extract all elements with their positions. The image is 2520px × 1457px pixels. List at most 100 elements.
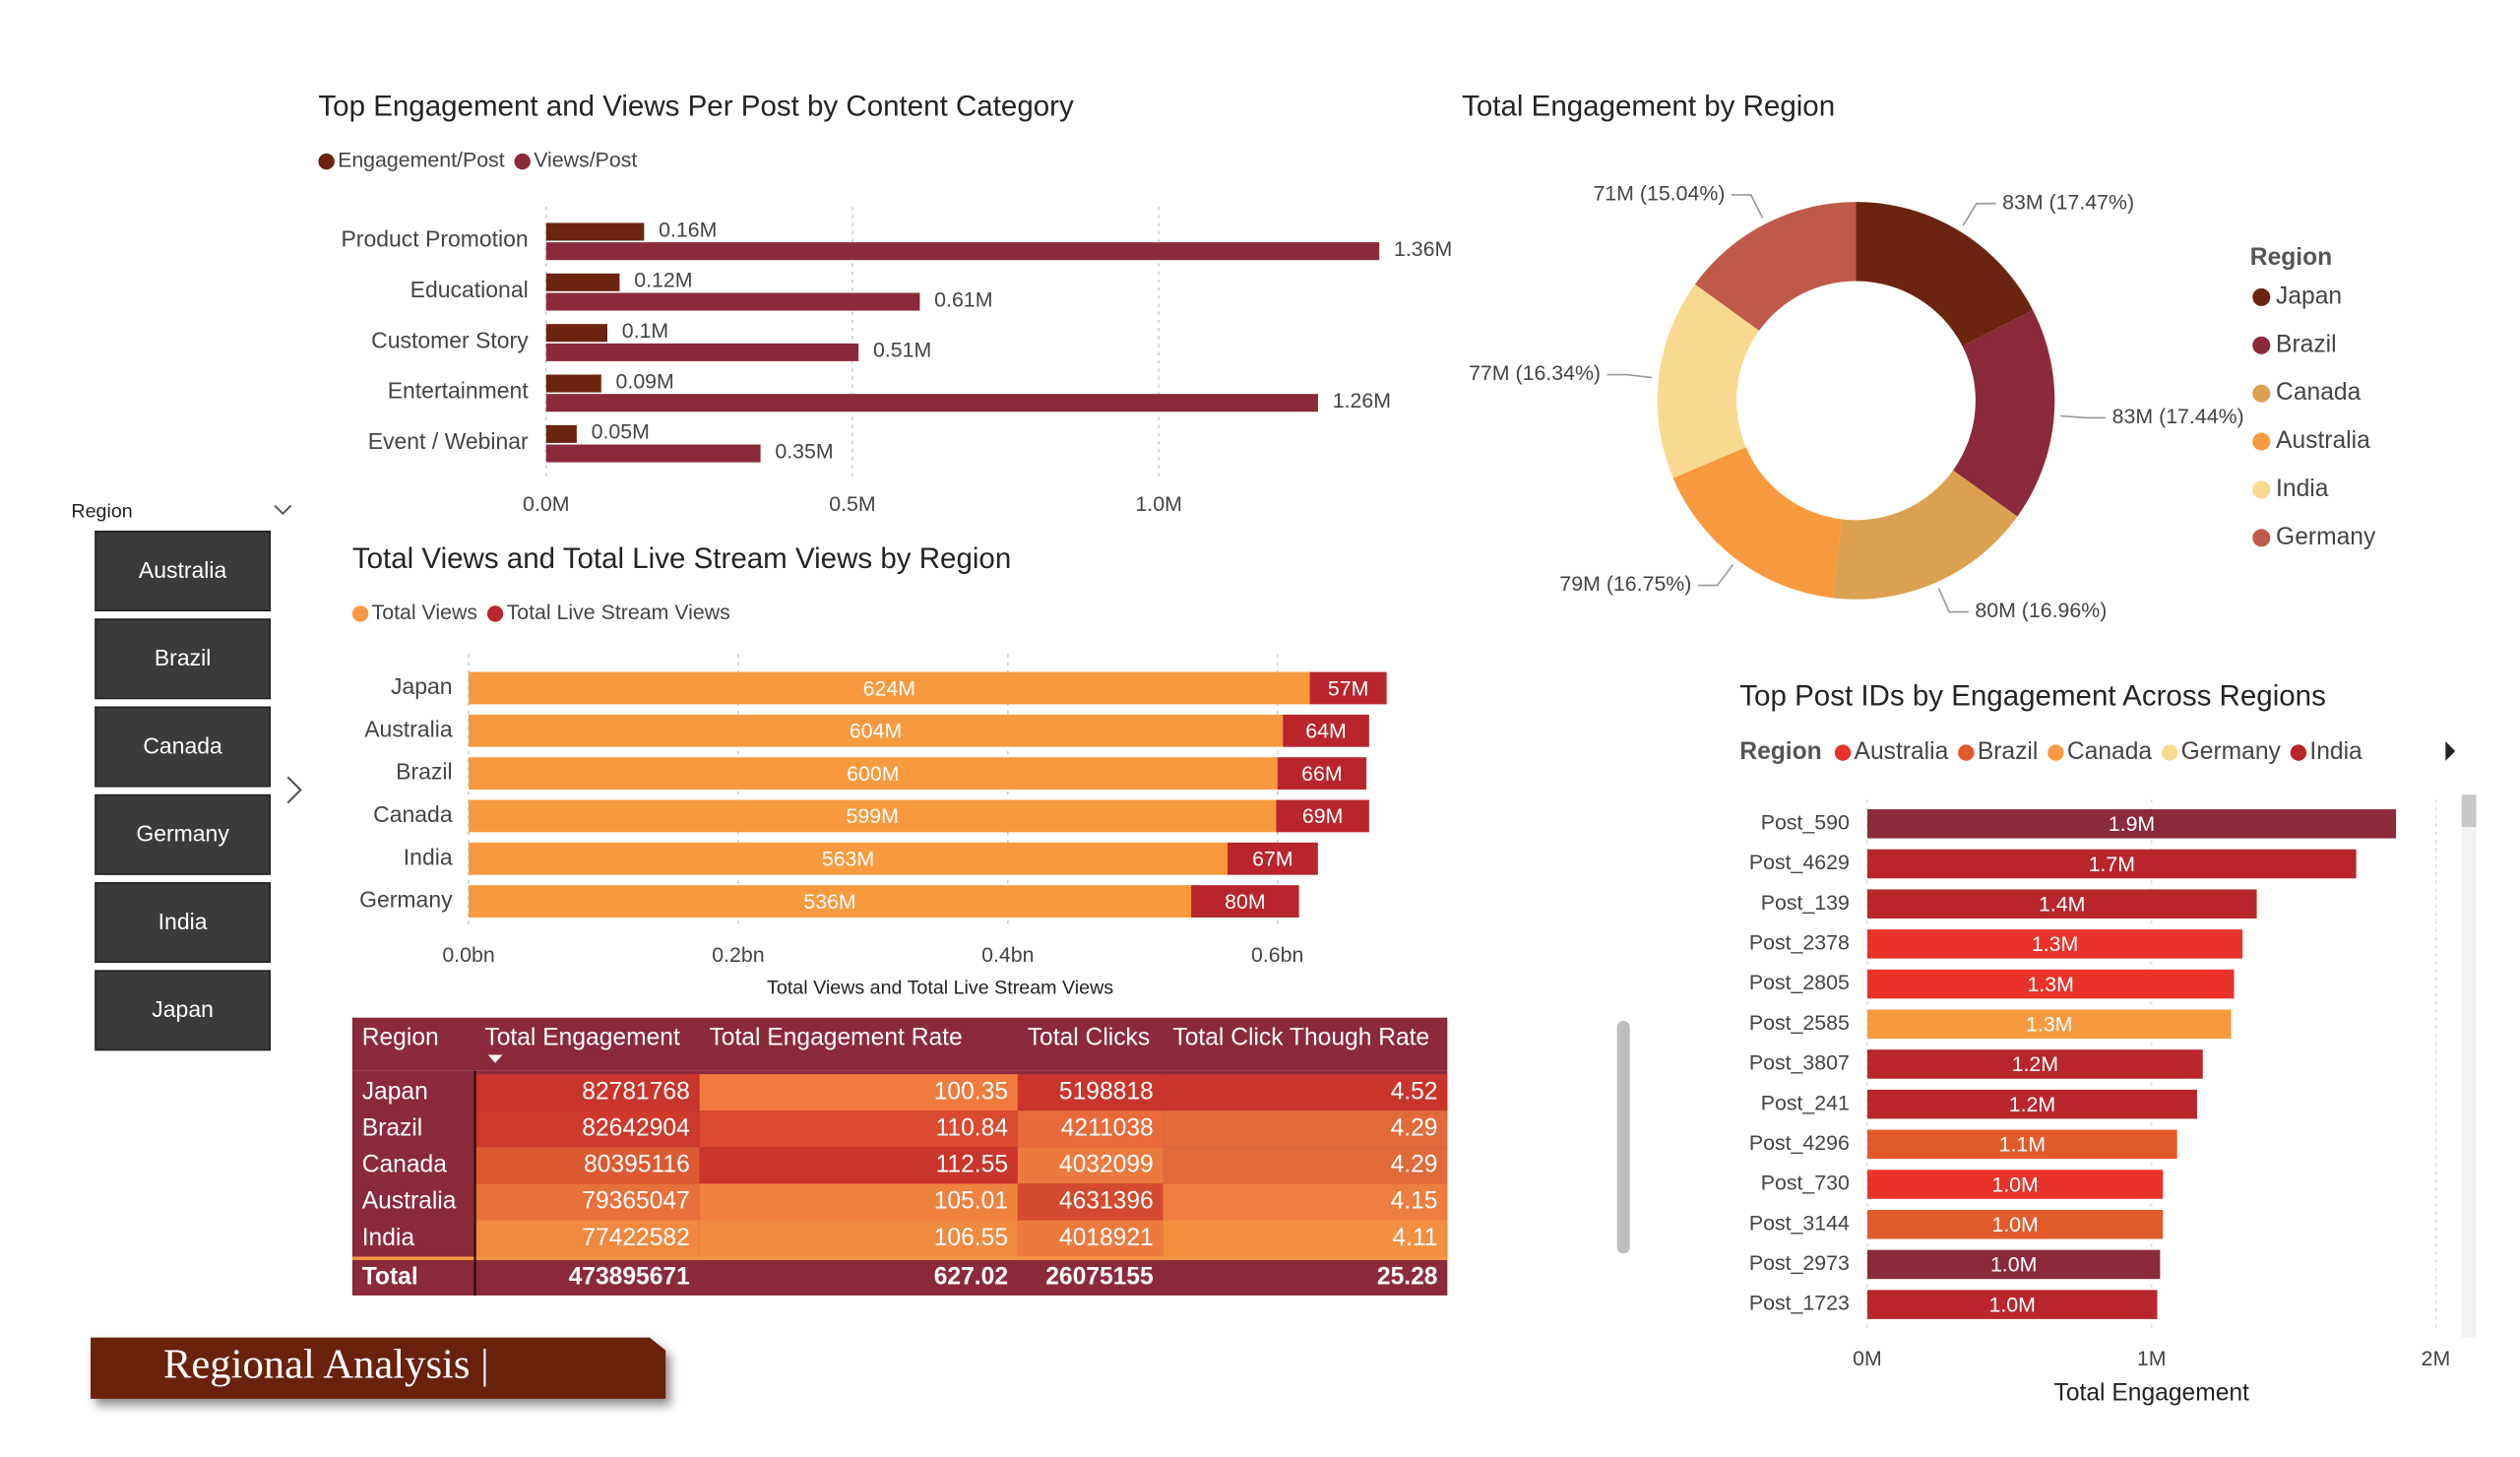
table-header-bg bbox=[351, 1017, 1448, 1071]
scrollbar[interactable] bbox=[1616, 1020, 1630, 1254]
table-cell-text: 105.01 bbox=[934, 1188, 1008, 1215]
legend-label: Brazil bbox=[1978, 738, 2039, 765]
data-label: 1.9M bbox=[2109, 812, 2155, 836]
legend-label: India bbox=[2276, 475, 2329, 502]
slicer-item[interactable]: Germany bbox=[136, 821, 229, 847]
leader-line bbox=[1937, 588, 1969, 613]
y-tick-label: Brazil bbox=[396, 759, 452, 785]
scroll-thumb[interactable] bbox=[2461, 794, 2477, 828]
data-label: 0.51M bbox=[873, 339, 931, 362]
table-cell bbox=[1017, 1147, 1164, 1184]
expand-arrow[interactable] bbox=[286, 776, 302, 804]
slicer-item[interactable]: Australia bbox=[139, 557, 227, 583]
table-cell bbox=[699, 1220, 1018, 1257]
bar-segment bbox=[469, 757, 1278, 791]
bar bbox=[545, 242, 1380, 261]
page-title: Regional Analysis | bbox=[163, 1342, 489, 1388]
table-cell-text: 4.15 bbox=[1391, 1188, 1438, 1215]
table-cell-text: 82781768 bbox=[582, 1079, 690, 1106]
donut-slice bbox=[1832, 470, 2018, 600]
slicer-item[interactable]: India bbox=[158, 909, 208, 934]
table-cell-text: 82642904 bbox=[582, 1115, 690, 1142]
table-total-text: 473895671 bbox=[569, 1263, 690, 1290]
slicer-button[interactable] bbox=[94, 618, 272, 700]
table-cell bbox=[1017, 1110, 1164, 1148]
legend-marker bbox=[2252, 432, 2271, 451]
data-label: 1.3M bbox=[2027, 973, 2073, 996]
legend-next[interactable] bbox=[2445, 741, 2456, 761]
data-label: 1.1M bbox=[1999, 1133, 2046, 1157]
bar bbox=[545, 444, 761, 463]
legend-label: Germany bbox=[2276, 524, 2376, 550]
data-label: 0.05M bbox=[592, 420, 650, 444]
slicer-item[interactable]: Brazil bbox=[155, 645, 211, 670]
page-banner: Regional Analysis | bbox=[91, 1337, 666, 1399]
y-tick-label: Educational bbox=[410, 277, 529, 302]
column-header[interactable]: Total Engagement Rate bbox=[709, 1025, 962, 1051]
table-cell-text: 4.29 bbox=[1391, 1152, 1438, 1178]
y-tick-label: Post_2973 bbox=[1749, 1251, 1850, 1275]
leader-line bbox=[1962, 202, 1996, 226]
table-cell-text: 4211038 bbox=[1061, 1115, 1154, 1142]
table-cell-text: 80395116 bbox=[584, 1152, 690, 1178]
table-cell bbox=[1163, 1220, 1448, 1257]
legend-marker bbox=[2290, 744, 2307, 761]
bar-segment bbox=[1191, 885, 1299, 918]
table-cell-text: 77422582 bbox=[582, 1225, 690, 1251]
x-axis-label: Total Views and Total Live Stream Views bbox=[767, 977, 1113, 998]
slicer-dropdown[interactable] bbox=[274, 504, 292, 516]
data-label: 77M (16.34%) bbox=[1469, 361, 1601, 385]
slicer-item[interactable]: Canada bbox=[143, 732, 222, 758]
column-header[interactable]: Region bbox=[362, 1025, 439, 1051]
table-total-bg bbox=[351, 1259, 1448, 1296]
data-label: 1.36M bbox=[1394, 237, 1452, 261]
table-cell-text: 110.84 bbox=[936, 1115, 1008, 1142]
table-cell-text: India bbox=[362, 1225, 415, 1251]
bar-segment bbox=[469, 671, 1310, 705]
slicer-item[interactable]: Japan bbox=[152, 996, 214, 1022]
bar bbox=[545, 324, 608, 343]
data-label: 1.4M bbox=[2039, 892, 2085, 916]
bar bbox=[545, 394, 1318, 412]
scroll-track bbox=[2461, 794, 2477, 1338]
data-label: 1.26M bbox=[1333, 389, 1391, 412]
data-label: 0.1M bbox=[622, 319, 668, 343]
data-label: 1.2M bbox=[2012, 1052, 2058, 1076]
slicer-button[interactable] bbox=[94, 793, 272, 875]
y-tick-label: Germany bbox=[359, 887, 453, 913]
data-label: 83M (17.47%) bbox=[2002, 190, 2134, 214]
table-cell bbox=[474, 1220, 700, 1257]
table-cell-text: Brazil bbox=[362, 1115, 423, 1142]
donut-slice bbox=[1953, 309, 2055, 517]
table-cell bbox=[474, 1074, 700, 1111]
bar-segment bbox=[469, 885, 1192, 918]
leader-line bbox=[1606, 373, 1653, 379]
slicer-button[interactable] bbox=[94, 970, 272, 1051]
bar bbox=[1866, 1129, 2177, 1160]
y-tick-label: Event / Webinar bbox=[368, 428, 529, 454]
slicer-button[interactable] bbox=[94, 706, 272, 788]
data-label: 67M bbox=[1252, 848, 1293, 871]
x-tick-label: 0.0bn bbox=[442, 943, 494, 967]
table-cell bbox=[699, 1147, 1018, 1184]
table-cell-text: Japan bbox=[362, 1079, 428, 1106]
data-label: 83M (17.44%) bbox=[2112, 405, 2244, 428]
column-header[interactable]: Total Engagement bbox=[484, 1025, 680, 1051]
leader-line bbox=[1697, 564, 1734, 587]
data-label: 1.2M bbox=[2009, 1093, 2055, 1116]
table-cell-text: 4.11 bbox=[1392, 1225, 1437, 1251]
table-cell-text: 112.55 bbox=[936, 1152, 1008, 1178]
legend-marker bbox=[2161, 744, 2178, 761]
column-header[interactable]: Total Clicks bbox=[1028, 1025, 1150, 1051]
slicer-button[interactable] bbox=[94, 531, 272, 612]
legend-marker bbox=[2252, 384, 2271, 403]
legend-marker bbox=[351, 605, 369, 622]
bar-segment bbox=[1277, 757, 1367, 791]
table-cell-text: 79365047 bbox=[582, 1188, 690, 1215]
table-cell-text: 4018921 bbox=[1059, 1225, 1154, 1251]
slicer-button[interactable] bbox=[94, 882, 272, 964]
y-tick-label: Post_139 bbox=[1761, 891, 1850, 915]
y-tick-label: Post_2805 bbox=[1749, 971, 1850, 994]
column-header[interactable]: Total Click Though Rate bbox=[1172, 1025, 1429, 1051]
bar-segment bbox=[1228, 842, 1318, 875]
